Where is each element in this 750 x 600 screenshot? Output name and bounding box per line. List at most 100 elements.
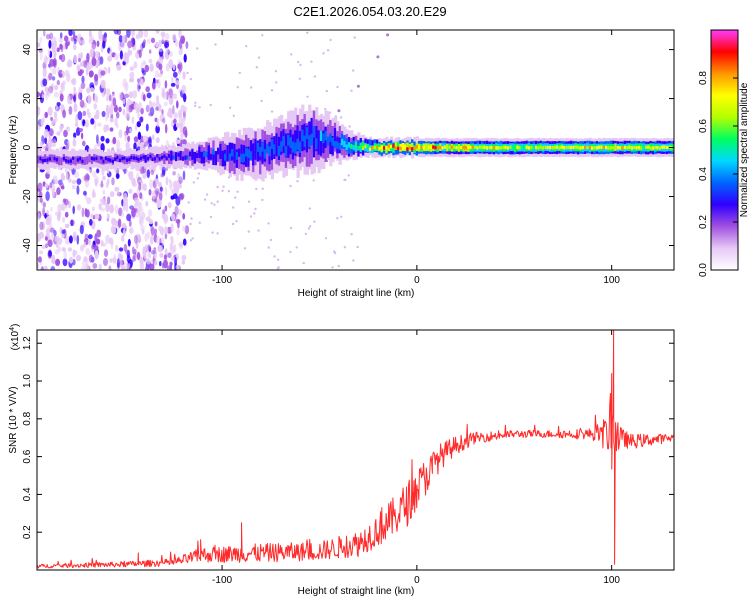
scatter-dot [337,264,340,268]
ridge-segment [51,158,55,162]
colorbar-tick-label: 0.0 [698,263,709,277]
noise-speckle [56,79,60,86]
snr-multiplier-base: (x10 [10,330,21,350]
scatter-dot [260,99,263,103]
noise-speckle [158,63,163,71]
scatter-dot [295,246,298,249]
noise-speckle [91,244,96,250]
ridge-segment [364,144,368,149]
ridge-segment [462,146,466,150]
noise-speckle [102,40,106,49]
noise-speckle [131,246,135,255]
noise-speckle [73,102,78,113]
colorbar: 0.0 0.2 0.4 0.6 0.8 Normalized spectral ampl… [698,29,750,277]
ridge-segment [200,151,204,164]
ridge-segment [317,130,321,141]
scatter-dot [348,125,351,128]
ridge-segment [109,158,113,162]
ridge-segment [392,144,396,153]
noise-speckle [45,191,50,202]
ridge-segment [174,155,179,160]
ridge-segment [541,146,546,150]
noise-speckle [54,235,60,243]
noise-speckle [178,30,182,39]
ridge-segment [368,147,373,151]
scatter-dot [326,49,330,52]
ridge-segment [539,145,543,149]
ridge-segment [219,150,223,158]
noise-speckle [37,256,42,263]
noise-speckle [129,128,132,133]
noise-speckle [168,88,174,99]
ridge-segment [397,141,401,150]
noise-speckle [183,106,188,113]
ridge-segment [214,154,218,161]
noise-speckle [80,266,87,270]
ridge-segment [315,138,319,150]
noise-speckle [162,117,166,124]
noise-speckle [101,200,107,206]
ridge-segment [633,145,637,150]
noise-speckle [111,177,115,186]
noise-speckle [53,118,57,124]
noise-speckle [67,95,71,104]
ridge-segment [532,145,536,150]
colorbar-label: Normalized spectral amplitude [739,82,750,217]
noise-speckle [178,39,183,50]
noise-speckle [51,254,56,264]
scatter-dot [289,226,293,230]
ridge-segment [233,143,237,162]
noise-speckle [137,78,140,83]
ridge-segment [107,157,111,162]
ridge-segment [170,156,174,161]
noise-speckle [47,49,51,56]
ridge-segment [296,138,300,150]
noise-speckle [86,174,90,181]
noise-speckle [79,53,83,60]
noise-speckle [37,42,41,48]
noise-speckle [136,251,141,261]
ridge-segment [247,149,251,158]
noise-speckle [44,137,48,145]
scatter-dot [231,222,235,226]
noise-speckle [127,171,131,177]
ridge-segment [44,158,48,163]
ridge-segment [317,130,321,155]
ridge-segment [387,144,391,148]
noise-speckle [143,30,149,38]
ridge-segment [656,146,660,150]
noise-speckle [137,201,142,209]
side-track-dot [356,84,360,88]
ridge-segment [284,146,288,157]
ridge-segment [184,155,188,160]
ridge-segment [469,145,473,150]
scatter-dot [307,227,311,230]
noise-speckle [161,36,165,44]
noise-speckle [178,208,182,216]
ridge-segment [502,145,506,150]
noise-speckle [174,205,179,216]
noise-speckle [118,35,123,43]
noise-speckle [59,32,63,39]
ridge-segment [231,149,235,157]
ridge-segment [359,143,363,149]
noise-speckle [86,52,90,63]
noise-speckle [149,263,155,270]
ridge-segment [509,145,513,149]
noise-speckle [95,51,100,59]
ridge-segment [137,157,141,162]
noise-speckle [158,245,164,253]
noise-speckle [182,71,186,80]
noise-speckle [158,191,163,202]
scatter-dot [214,43,217,46]
scatter-dot [353,36,356,39]
ridge-segment [460,145,464,150]
ridge-segment [556,145,560,149]
noise-speckle [170,223,174,234]
scatter-dot [336,85,339,89]
noise-speckle [51,43,56,53]
noise-speckle [51,138,55,143]
ridge-segment [432,145,436,149]
noise-speckle [90,213,94,219]
ridge-segment [266,143,270,154]
